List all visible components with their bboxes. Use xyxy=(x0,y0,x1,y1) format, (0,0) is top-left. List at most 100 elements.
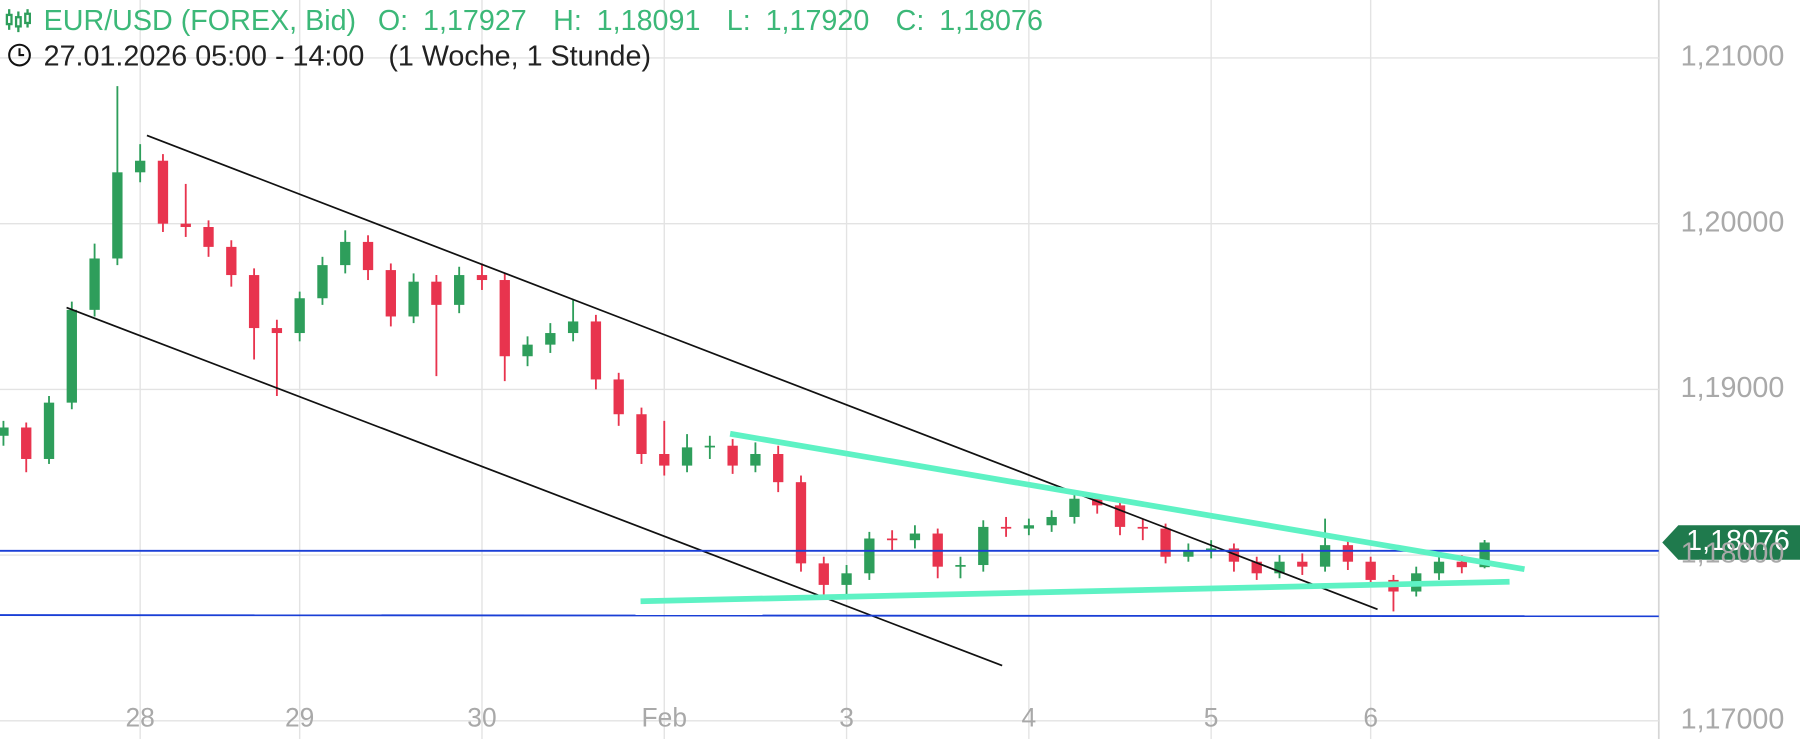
candle-body xyxy=(203,227,214,247)
candle-body xyxy=(795,482,807,564)
trend-line xyxy=(66,306,1003,667)
candle-body xyxy=(1274,561,1285,574)
ohlc-label: L: xyxy=(727,4,751,36)
chart-icon xyxy=(5,9,31,33)
x-tick-label: 5 xyxy=(1204,702,1219,732)
candle-body xyxy=(545,333,556,345)
x-tick-label: 28 xyxy=(125,702,154,732)
ohlc-value: 1,17927 xyxy=(423,4,527,36)
candle-body xyxy=(864,538,875,574)
candle-body xyxy=(66,309,77,403)
candle-body xyxy=(271,328,283,334)
price-tag-label: 1,18076 xyxy=(1686,525,1790,557)
candle-body xyxy=(590,321,602,380)
y-tick-label: 1,17000 xyxy=(1681,703,1785,735)
candle-body xyxy=(909,533,921,541)
y-tick-label: 1,18000 xyxy=(1681,538,1785,570)
x-tick-label: 30 xyxy=(467,702,496,732)
ohlc-label: H: xyxy=(553,4,582,36)
grid xyxy=(0,0,1659,739)
ohlc-value: 1,18076 xyxy=(939,4,1043,36)
candle-body xyxy=(1365,561,1376,580)
candle-body xyxy=(43,402,55,459)
candle-body xyxy=(1114,505,1126,527)
candle-body xyxy=(1046,516,1057,526)
symbol: EUR/USD (FOREX, Bid) xyxy=(44,4,356,36)
candle-body xyxy=(636,414,647,455)
candle-body xyxy=(727,445,738,466)
candle-body xyxy=(1069,498,1080,517)
candle-body xyxy=(408,281,419,317)
clock-icon xyxy=(8,43,31,67)
candle-body xyxy=(157,160,169,224)
candle-body xyxy=(1456,561,1467,568)
header: EUR/USD (FOREX, Bid) O: 1,17927 H: 1,180… xyxy=(5,4,1043,72)
y-tick-label: 1,20000 xyxy=(1681,206,1785,238)
candle-body xyxy=(1137,526,1148,529)
candle-body xyxy=(978,526,989,566)
ohlc-label: O: xyxy=(378,4,408,36)
candle-body xyxy=(1433,561,1445,574)
candle-body xyxy=(955,565,966,567)
candle-body xyxy=(773,454,784,483)
candle-body xyxy=(1297,561,1308,567)
triangle-line xyxy=(729,430,1525,572)
trend-line xyxy=(146,134,1378,611)
y-tick-label: 1,21000 xyxy=(1681,41,1785,73)
candle-body xyxy=(522,344,533,357)
candle-body xyxy=(431,281,442,305)
candle-body xyxy=(818,563,829,585)
candle-body xyxy=(499,280,510,357)
candle-body xyxy=(1000,526,1012,529)
candle-body xyxy=(112,172,123,259)
time-range: 27.01.2026 05:00 - 14:00 xyxy=(44,40,365,72)
triangle-line xyxy=(640,578,1510,605)
candle-body xyxy=(226,246,237,276)
candle-body xyxy=(1228,548,1240,562)
candle-body xyxy=(89,258,100,310)
candle-body xyxy=(841,573,852,585)
candle-body xyxy=(704,445,716,448)
candle-body xyxy=(1342,545,1354,562)
candles xyxy=(0,86,1490,612)
candle-body xyxy=(340,241,351,266)
candle-body xyxy=(454,275,465,305)
candle-body xyxy=(135,160,146,173)
ohlc-header: EUR/USD (FOREX, Bid) O: 1,17927 H: 1,180… xyxy=(44,4,1043,36)
candle-body xyxy=(1160,528,1171,557)
period: (1 Woche, 1 Stunde) xyxy=(388,40,651,72)
candle-body xyxy=(1205,548,1217,551)
ohlc-value: 1,17920 xyxy=(766,4,870,36)
candle-body xyxy=(385,270,396,317)
candle-body xyxy=(1479,542,1490,568)
ohlc-value: 1,18091 xyxy=(597,4,701,36)
candle-body xyxy=(1183,550,1194,557)
candle-body xyxy=(180,223,191,228)
candle-body xyxy=(317,265,328,299)
x-tick-label: 3 xyxy=(839,702,854,732)
y-tick-label: 1,19000 xyxy=(1681,372,1785,404)
ohlc-label: C: xyxy=(896,4,925,36)
candle-body xyxy=(21,427,32,459)
price-tag-shape xyxy=(1662,525,1800,560)
candle-body xyxy=(476,275,488,281)
candle-body xyxy=(1319,545,1331,567)
candle-body xyxy=(362,241,374,271)
date-range: 27.01.2026 05:00 - 14:00 (1 Woche, 1 Stu… xyxy=(44,40,651,72)
candle-body xyxy=(613,379,624,415)
candle-body xyxy=(886,538,898,541)
candle-body xyxy=(659,454,670,466)
candle-body xyxy=(294,298,305,334)
candle-body xyxy=(681,447,693,466)
candle-body xyxy=(248,275,260,329)
drawings xyxy=(0,134,1659,667)
x-tick-label: Feb xyxy=(642,702,687,732)
x-tick-label: 29 xyxy=(285,702,314,732)
price-tag: 1,18076 xyxy=(1662,525,1800,560)
x-tick-label: 4 xyxy=(1022,702,1037,732)
x-tick-label: 6 xyxy=(1363,702,1378,732)
candle-body xyxy=(750,454,761,466)
candle-body xyxy=(1251,561,1262,574)
